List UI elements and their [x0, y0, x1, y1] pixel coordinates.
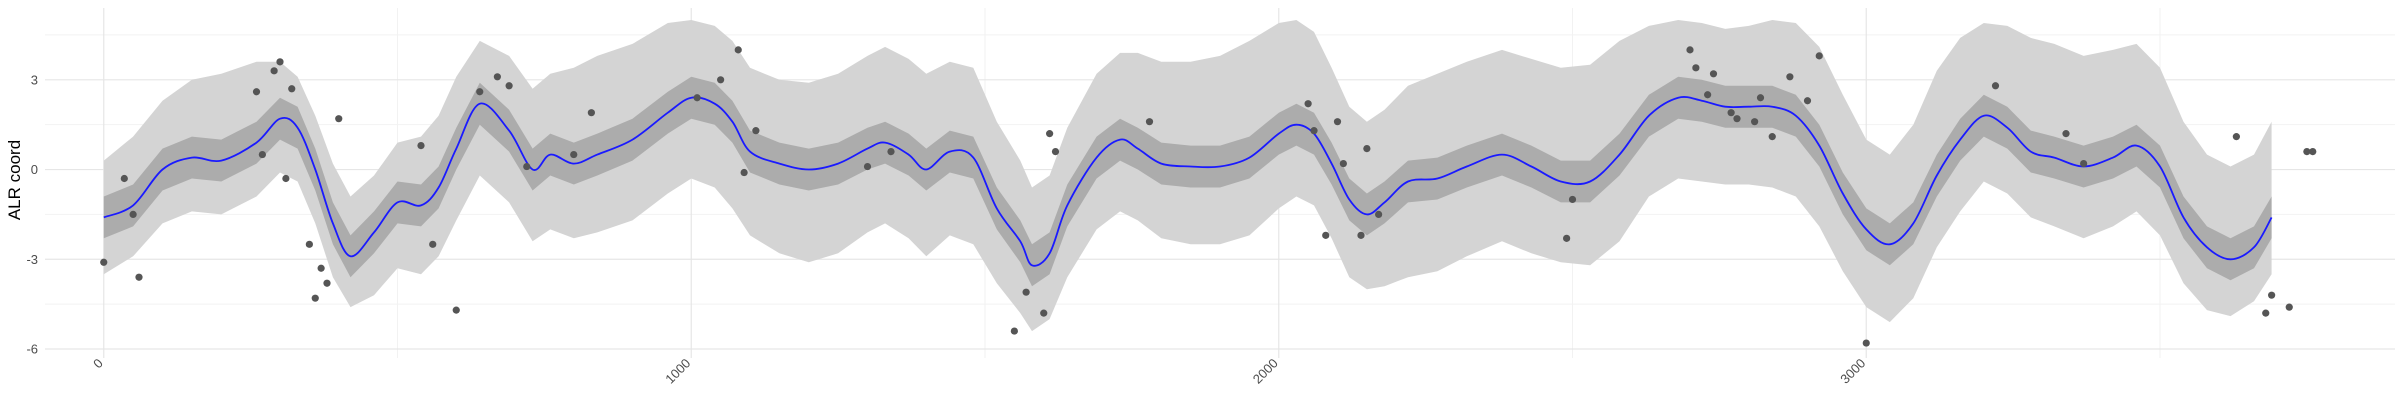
data-point	[1756, 94, 1765, 102]
data-point	[335, 115, 343, 123]
data-point	[100, 258, 108, 266]
data-point	[1862, 339, 1870, 347]
data-point	[2232, 133, 2240, 141]
data-point	[282, 174, 290, 183]
y-axis-ticks: -6 -3 0 3	[26, 72, 38, 356]
data-point	[1310, 127, 1318, 135]
data-point	[1563, 234, 1571, 242]
data-point	[863, 162, 872, 171]
data-point	[2309, 147, 2317, 156]
data-point	[740, 168, 748, 177]
data-point	[276, 58, 284, 66]
data-point	[1022, 288, 1030, 296]
data-point	[1803, 97, 1812, 105]
data-point	[493, 73, 501, 81]
data-point	[1304, 100, 1312, 108]
data-point	[311, 294, 319, 302]
data-point	[323, 279, 331, 287]
data-point	[1733, 115, 1741, 123]
data-point	[1991, 82, 2000, 90]
data-point	[717, 76, 725, 84]
y-tick-label: -3	[26, 252, 38, 267]
data-point	[1768, 133, 1776, 141]
data-point	[523, 162, 531, 171]
y-tick-label: 3	[31, 72, 38, 87]
data-point	[2062, 130, 2070, 138]
data-point	[1709, 70, 1718, 78]
data-point	[505, 82, 513, 90]
data-point	[1815, 52, 1823, 60]
data-point	[1786, 73, 1794, 81]
data-point	[1375, 210, 1383, 219]
data-point	[587, 109, 595, 117]
data-point	[1145, 118, 1154, 126]
data-point	[1357, 231, 1365, 239]
data-point	[2262, 309, 2270, 317]
data-point	[120, 174, 128, 183]
data-point	[570, 150, 578, 159]
y-tick-label: 0	[31, 162, 38, 177]
data-point	[1051, 147, 1060, 156]
data-point	[887, 147, 895, 156]
data-point	[1727, 109, 1735, 117]
data-point	[317, 264, 325, 272]
data-point	[1339, 159, 1347, 168]
data-point	[1010, 327, 1018, 335]
data-point	[129, 210, 137, 219]
data-point	[1568, 195, 1577, 204]
data-point	[1040, 309, 1048, 317]
data-point	[1333, 118, 1342, 126]
data-point	[429, 240, 437, 248]
data-point	[752, 127, 760, 135]
data-point	[288, 85, 296, 93]
data-point	[270, 67, 278, 75]
x-tick-label: 3000	[1837, 356, 1868, 387]
data-point	[734, 46, 742, 54]
data-point	[2303, 147, 2311, 156]
data-point	[252, 88, 261, 96]
data-point	[1686, 46, 1694, 54]
mean-line-layer	[103, 96, 2273, 267]
data-point	[135, 273, 143, 281]
data-point	[1363, 144, 1371, 153]
y-axis-title: ALR coord	[5, 140, 24, 220]
x-tick-label: 1000	[662, 356, 693, 387]
data-point	[1322, 231, 1330, 239]
mean-line	[103, 96, 2273, 267]
data-point	[2268, 291, 2276, 299]
x-axis-ticks: 0 1000 2000 3000	[90, 356, 1868, 387]
data-point	[1046, 130, 1054, 138]
points-layer	[100, 46, 2317, 347]
data-point	[476, 88, 484, 96]
data-point	[452, 306, 460, 314]
y-tick-label: -6	[26, 342, 38, 357]
data-point	[305, 240, 313, 248]
data-point	[693, 94, 701, 102]
data-point	[1692, 64, 1700, 72]
x-tick-label: 2000	[1250, 356, 1281, 387]
data-point	[258, 150, 266, 159]
data-point	[2080, 159, 2088, 168]
data-point	[417, 142, 425, 150]
data-point	[2285, 303, 2293, 311]
data-point	[1704, 91, 1712, 99]
data-point	[1751, 118, 1759, 126]
